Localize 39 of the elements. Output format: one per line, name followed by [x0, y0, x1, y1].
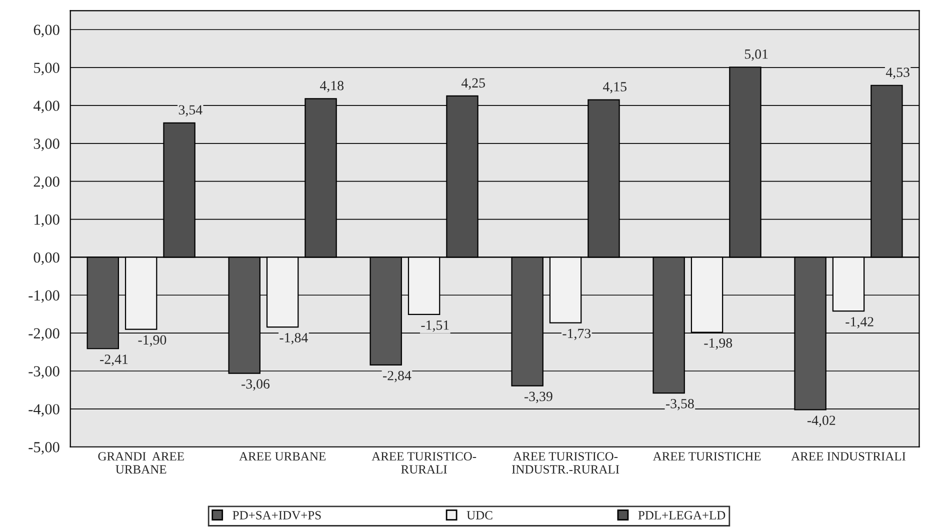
data-label: 5,01 — [744, 49, 768, 61]
data-label: -1,98 — [704, 338, 732, 350]
y-tick-label: 5,00 — [34, 62, 60, 76]
y-tick-label: 4,00 — [33, 100, 60, 114]
y-tick-label: 0,00 — [34, 252, 60, 265]
data-label: 4,25 — [461, 78, 485, 90]
x-tick-label: AREE TURISTICHE — [652, 452, 761, 461]
y-tick-label: -5,00 — [28, 442, 60, 455]
x-tick-label: AREE INDUSTRIALI — [791, 452, 906, 461]
y-tick-label: 3,00 — [34, 138, 60, 152]
x-tick-label: GRANDI AREE URBANE — [98, 452, 184, 474]
data-label: -2,84 — [383, 370, 412, 382]
data-label: 3,54 — [178, 105, 202, 117]
data-label: -3,06 — [242, 379, 270, 391]
x-tick-label: AREE URBANE — [239, 452, 326, 461]
y-tick-label: -2,00 — [28, 328, 60, 341]
data-label: -1,51 — [421, 320, 449, 332]
y-tick-label: -3,00 — [28, 366, 60, 379]
legend-label: PDL+LEGA+LD — [638, 511, 726, 520]
data-label: 4,15 — [602, 82, 626, 94]
x-tick-label: AREE TURISTICO- INDUSTR.-RURALI — [512, 452, 620, 474]
data-label: -4,02 — [807, 416, 836, 428]
data-label: -1,84 — [280, 332, 308, 344]
y-tick-label: 6,00 — [34, 24, 60, 38]
y-tick-label: 2,00 — [34, 176, 60, 189]
legend-label: UDC — [466, 511, 492, 520]
y-tick-label: -4,00 — [28, 404, 60, 417]
x-tick-label: AREE TURISTICO- RURALI — [372, 452, 476, 474]
data-label: -2,41 — [100, 354, 128, 366]
data-label: -3,58 — [666, 398, 694, 410]
data-label: -1,42 — [846, 317, 874, 328]
y-tick-label: 1,00 — [34, 214, 60, 227]
data-label: -3,39 — [524, 392, 552, 404]
legend-label: PD+SA+IDV+PS — [232, 511, 321, 520]
data-label: 4,18 — [320, 80, 344, 92]
data-label: -1,90 — [138, 335, 166, 347]
data-label: 4,53 — [886, 68, 910, 79]
data-label: -1,73 — [562, 328, 591, 340]
y-tick-label: -1,00 — [28, 290, 60, 303]
